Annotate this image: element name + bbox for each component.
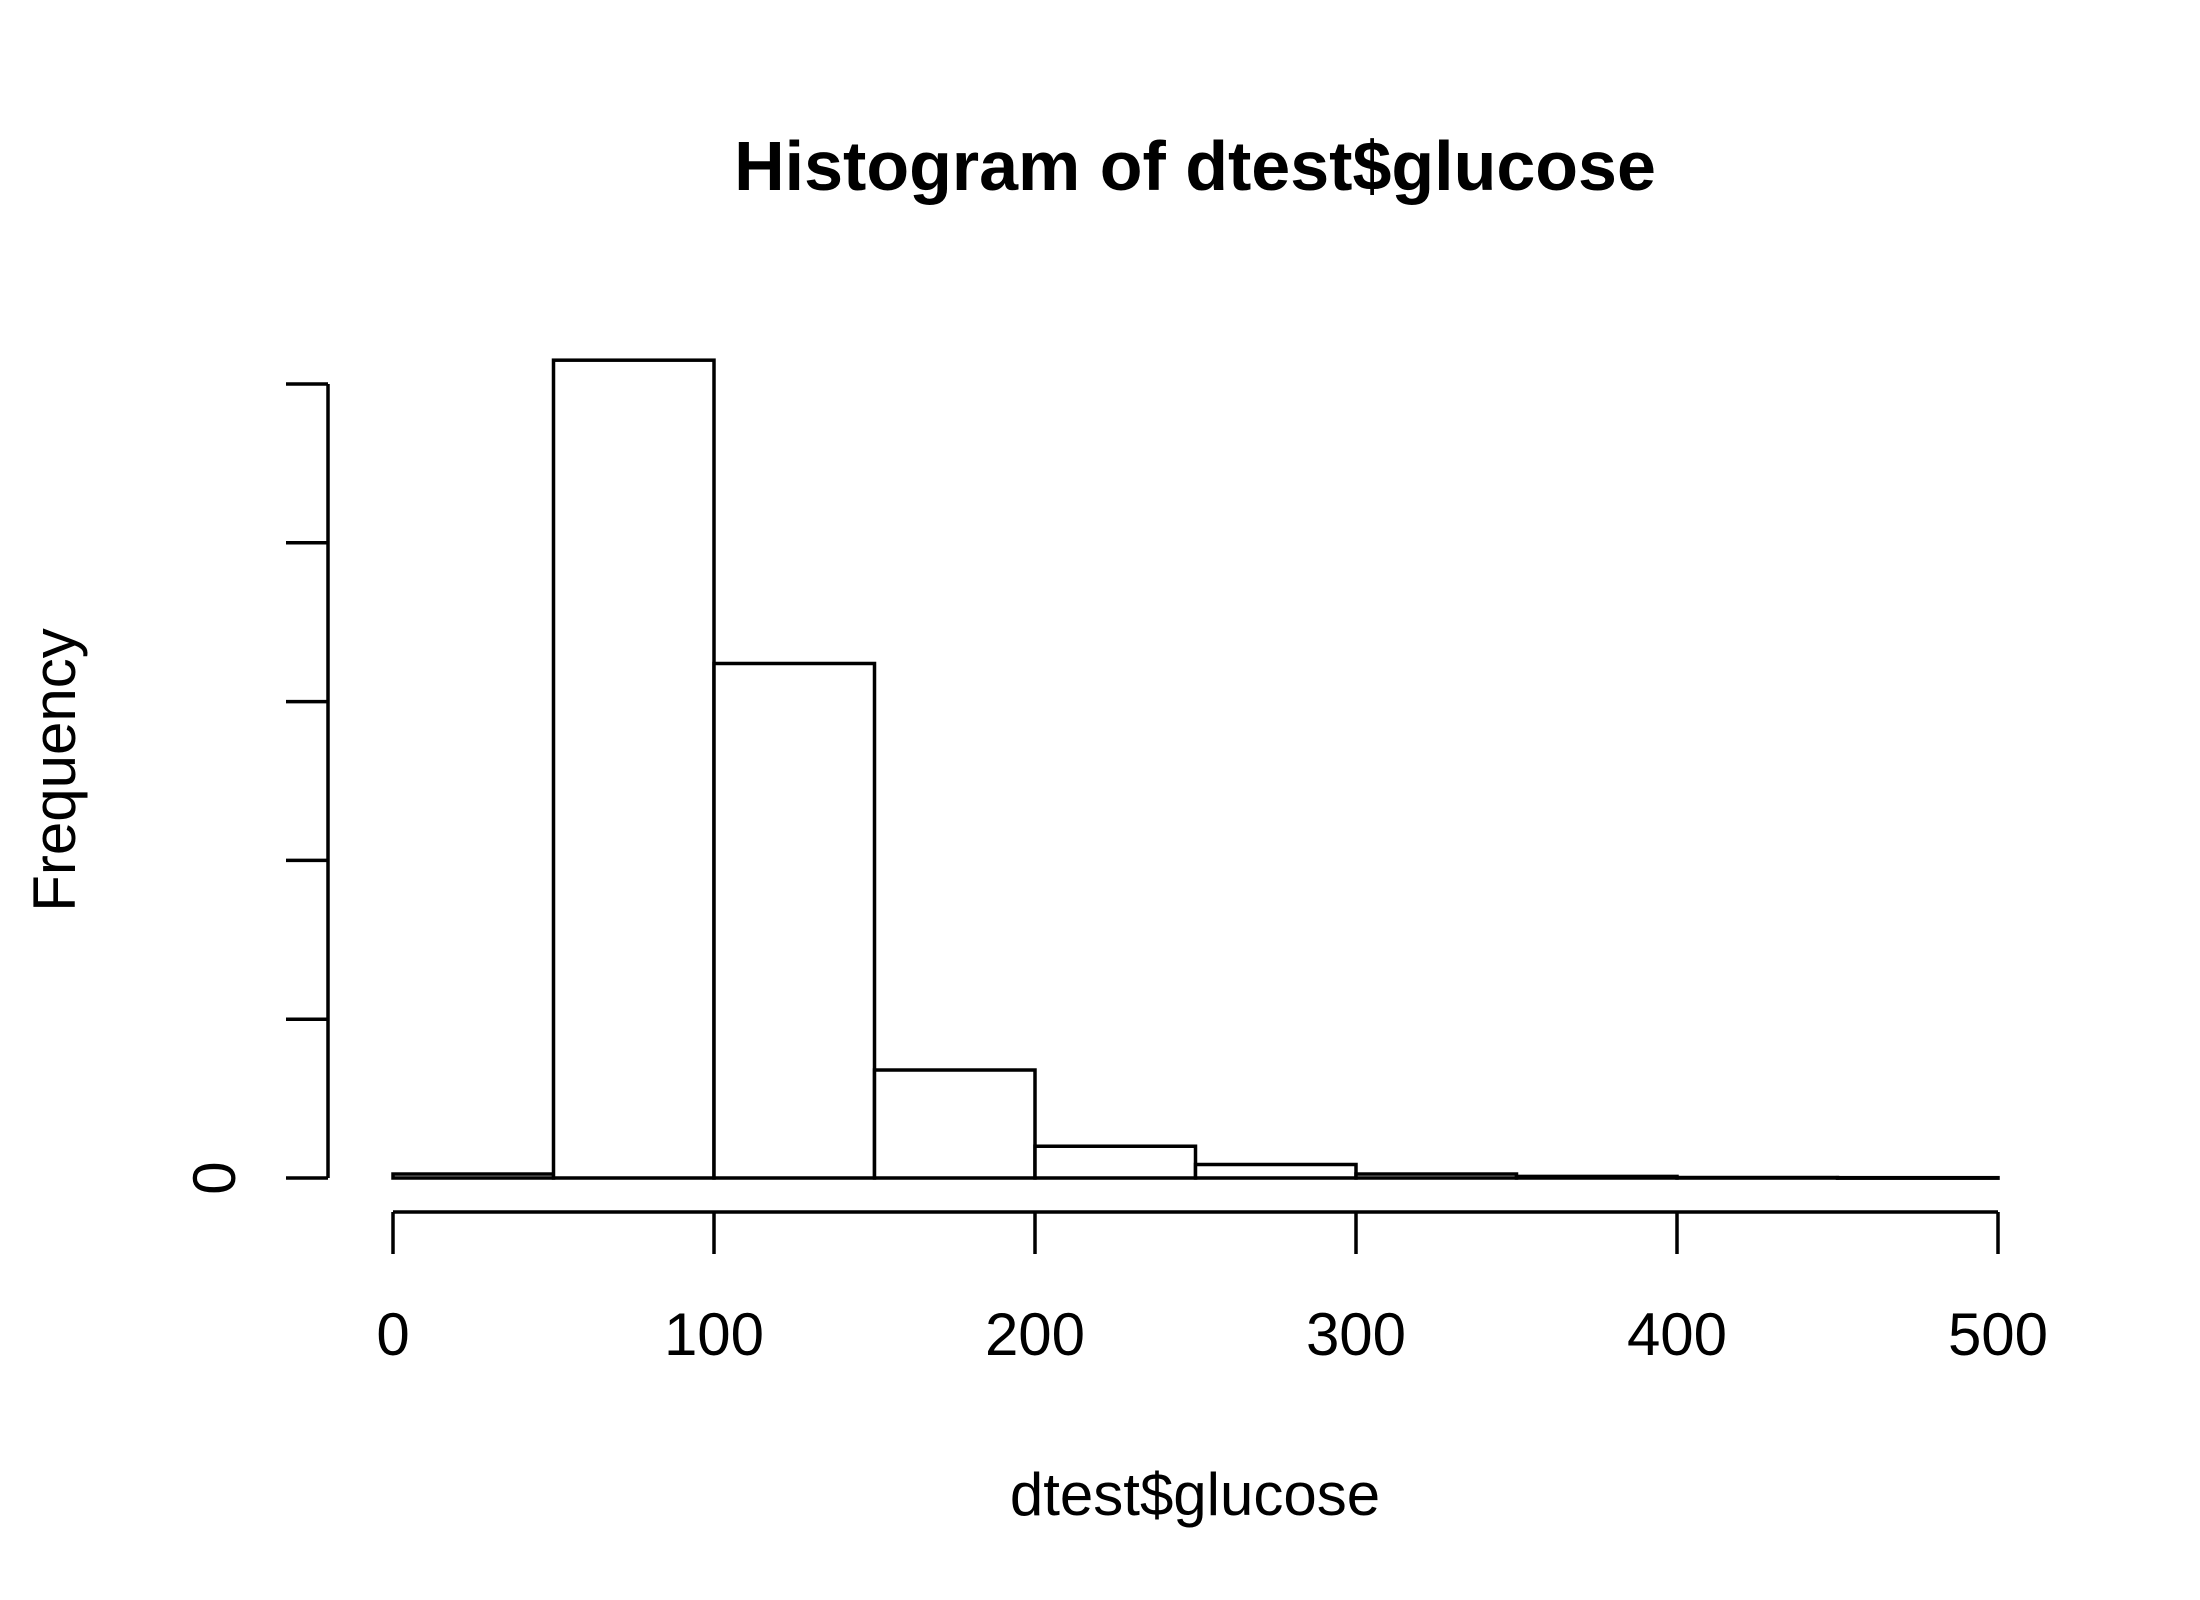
histogram-bar-9: [1835, 1175, 2000, 1180]
x-tick-label-5: 500: [1948, 1301, 2048, 1368]
x-tick-label-0: 0: [376, 1301, 409, 1368]
x-tick-label-4: 400: [1627, 1301, 1727, 1368]
histogram-bar-1: [551, 358, 716, 1180]
histogram-bar-2: [712, 661, 877, 1180]
histogram-bar-8: [1675, 1175, 1840, 1180]
bars-group: [391, 358, 2000, 1180]
y-axis-label: Frequency: [21, 628, 88, 911]
y-axis: 0: [181, 382, 330, 1195]
y-tick-label-0: 0: [181, 1161, 248, 1194]
x-axis: 0 100 200 300 400 500: [376, 1210, 2048, 1368]
x-tick-label-1: 100: [664, 1301, 764, 1368]
x-tick-label-3: 300: [1306, 1301, 1406, 1368]
histogram-bar-5: [1193, 1162, 1358, 1180]
histogram-bar-6: [1354, 1172, 1519, 1180]
chart-title: Histogram of dtest$glucose: [734, 127, 1656, 205]
histogram-bar-7: [1514, 1174, 1679, 1180]
histogram-bar-4: [1033, 1144, 1198, 1180]
histogram-bar-0: [391, 1172, 556, 1180]
x-axis-label: dtest$glucose: [1010, 1461, 1380, 1528]
x-tick-label-2: 200: [985, 1301, 1085, 1368]
histogram-bar-3: [872, 1068, 1037, 1180]
